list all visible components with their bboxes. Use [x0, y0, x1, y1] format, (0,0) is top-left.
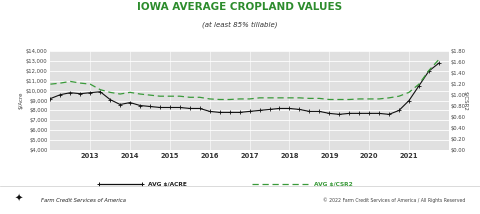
Text: IOWA AVERAGE CROPLAND VALUES: IOWA AVERAGE CROPLAND VALUES — [137, 2, 343, 12]
Y-axis label: $/CSR2: $/CSR2 — [462, 91, 467, 110]
Text: © 2022 Farm Credit Services of America / All Rights Reserved: © 2022 Farm Credit Services of America /… — [324, 198, 466, 203]
Text: AVG $/CSR2: AVG $/CSR2 — [314, 181, 352, 187]
Text: AVG $/ACRE: AVG $/ACRE — [148, 181, 187, 187]
Text: (at least 85% tillable): (at least 85% tillable) — [202, 21, 278, 28]
Text: ✦: ✦ — [14, 193, 23, 203]
Text: Farm Credit Services of America: Farm Credit Services of America — [41, 198, 126, 203]
Y-axis label: $/Acre: $/Acre — [19, 92, 24, 109]
